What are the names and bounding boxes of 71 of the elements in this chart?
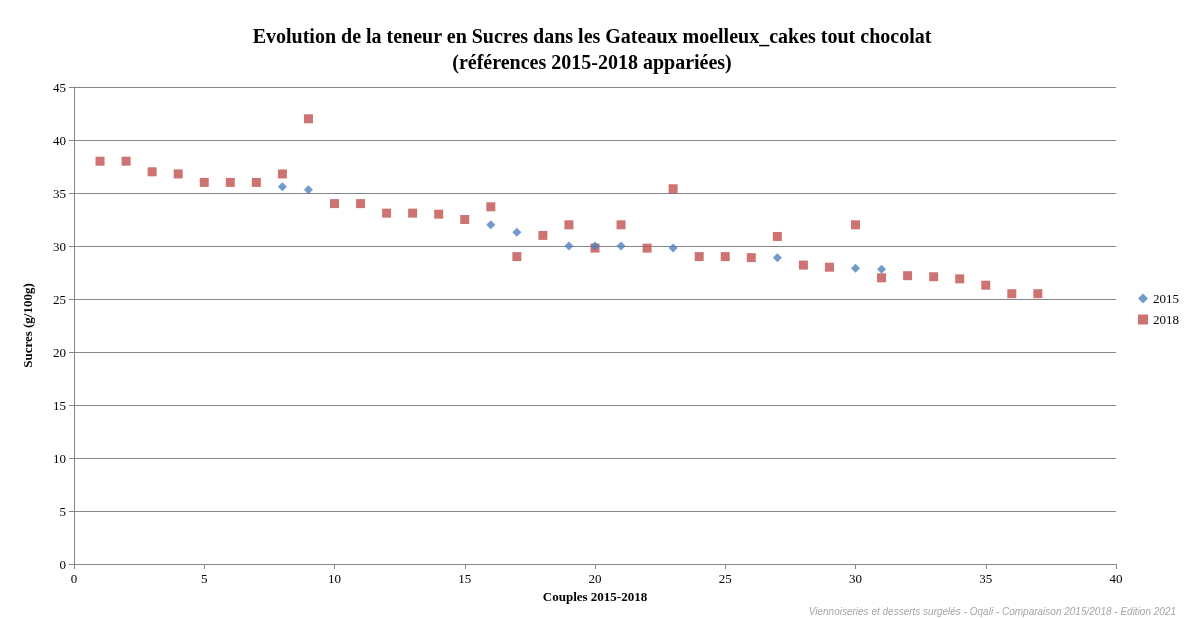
x-tick-label: 40 [1109,571,1123,586]
point [382,208,392,218]
x-tick-label: 35 [979,571,993,586]
point [1007,289,1017,299]
point [277,169,287,179]
point [408,208,418,218]
point [720,252,730,262]
text: Viennoiseries et desserts surgelés - Oqali - Comparaison 2015/2018 - Edition 2021 [808,605,1176,617]
point [95,156,105,166]
point [824,262,834,272]
y-tick-label: 15 [53,397,66,413]
point [851,220,860,230]
point [251,177,261,187]
y-tick-label: 0 [59,556,66,572]
point [330,199,339,209]
x-axis-title: Couples 2015-2018 [542,588,648,604]
y-tick-label: 30 [53,238,66,254]
point [538,230,548,240]
y-tick-label: 45 [53,79,66,95]
y-tick-label: 20 [53,344,66,360]
point [434,209,444,219]
point [199,177,209,187]
point [512,252,522,262]
chart-title: Evolution de la teneur en Sucres dans les Gateaux moelleux_cakes tout chocolat (références 2015-2018 appariées) [252,25,932,74]
point [356,199,366,209]
x-tick-label: 5 [201,571,208,586]
point [1033,289,1043,299]
point [668,243,678,253]
point [772,231,782,241]
x-tick-label: 30 [849,571,862,586]
point [460,215,470,224]
point [486,202,496,212]
y-tick-label: 35 [53,185,66,201]
point [564,241,574,251]
x-tick-label: 20 [588,571,602,586]
legend-label: 2018 [1153,312,1179,327]
point [147,167,157,177]
point [903,271,913,281]
point [955,274,965,284]
point [772,253,782,263]
point [121,156,131,166]
point [746,253,756,263]
point [877,264,887,274]
x-tick-label: 10 [328,571,341,586]
point [877,273,887,283]
point [981,280,991,290]
point [929,272,939,282]
x-tick-label: 15 [458,571,472,586]
point [668,184,678,194]
y-tick-label: 25 [53,291,66,307]
point [277,182,287,192]
x-tick-label: 0 [70,571,78,586]
point [851,263,860,273]
point [486,220,496,230]
y-tick-label: 40 [53,132,66,148]
point [564,220,574,230]
point [642,243,652,253]
point [303,185,313,195]
point [303,114,313,124]
point [616,241,626,251]
x-tick-label: 25 [718,571,732,586]
y-tick-label: 10 [53,450,66,466]
y-axis-title: Sucres (g/100g) [20,283,35,368]
point [225,177,235,187]
point [616,220,626,230]
y-tick-label: 5 [59,503,66,519]
point [798,260,808,270]
point [173,169,183,179]
point [694,252,704,262]
legend-label: 2015 [1153,291,1179,306]
point [512,227,522,237]
